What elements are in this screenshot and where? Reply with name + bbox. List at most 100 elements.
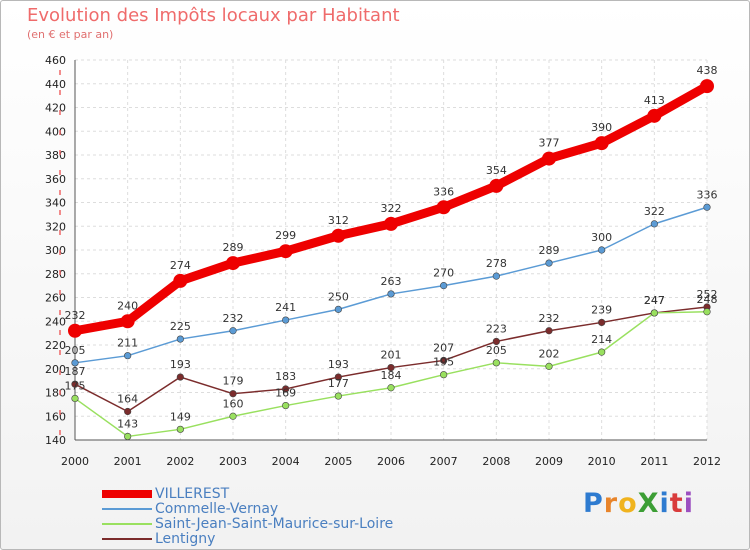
- data-point: [650, 220, 658, 228]
- data-label: 202: [539, 347, 560, 360]
- chart-title: Evolution des Impôts locaux par Habitant: [27, 5, 400, 26]
- data-point: [647, 108, 662, 123]
- data-label: 184: [381, 369, 402, 382]
- data-label: 270: [433, 267, 454, 280]
- data-label: 207: [433, 341, 454, 354]
- data-label: 312: [328, 214, 349, 227]
- data-point: [176, 373, 184, 381]
- data-label: 223: [486, 322, 507, 335]
- legend-item: Lentigny: [102, 531, 393, 547]
- data-point: [229, 412, 237, 420]
- legend-swatch: [102, 537, 152, 540]
- data-label: 248: [697, 293, 718, 306]
- data-point: [440, 282, 448, 290]
- data-point: [71, 394, 79, 403]
- data-point: [387, 384, 395, 392]
- proxiti-logo: ProXiti: [583, 488, 694, 519]
- data-label: 232: [539, 312, 560, 325]
- x-tick-label: 2000: [61, 455, 89, 468]
- data-point: [598, 246, 606, 254]
- data-label: 239: [591, 303, 612, 316]
- data-point: [124, 407, 132, 416]
- chart-legend: VILLEREST Commelle-Vernay Saint-Jean-Saint…: [102, 485, 394, 547]
- data-point: [700, 79, 714, 94]
- data-label: 187: [65, 365, 86, 378]
- y-tick-label: 420: [45, 102, 66, 115]
- data-point: [545, 327, 553, 335]
- y-tick-label: 280: [45, 268, 66, 281]
- data-label: 322: [644, 205, 665, 218]
- data-label: 177: [328, 377, 349, 390]
- data-label: 205: [65, 344, 86, 357]
- data-label: 390: [591, 121, 612, 134]
- legend-item: Saint-Jean-Saint-Maurice-sur-Loire: [102, 515, 394, 532]
- data-point: [173, 273, 188, 288]
- data-label: 225: [170, 320, 191, 333]
- data-point: [436, 200, 451, 215]
- data-point: [492, 337, 500, 346]
- data-label: 169: [275, 387, 296, 400]
- logo-letter: i: [683, 488, 694, 519]
- legend-item: Commelle-Vernay: [102, 500, 393, 517]
- data-point: [68, 323, 82, 338]
- data-label: 299: [275, 229, 296, 242]
- data-label: 247: [644, 294, 665, 307]
- y-tick-label: 200: [45, 363, 66, 376]
- data-point: [124, 432, 132, 441]
- data-point: [489, 178, 504, 193]
- data-label: 160: [223, 397, 244, 410]
- data-label: 322: [381, 202, 402, 215]
- data-point: [387, 363, 395, 372]
- data-point: [120, 314, 135, 329]
- legend-swatch: [102, 489, 152, 498]
- data-point: [598, 318, 606, 327]
- legend-label: VILLEREST: [155, 485, 230, 502]
- data-label: 149: [170, 410, 191, 423]
- y-tick-label: 240: [45, 315, 66, 328]
- data-point: [492, 359, 500, 367]
- x-tick-label: 2005: [324, 455, 352, 468]
- data-label: 201: [381, 349, 402, 362]
- data-point: [278, 244, 293, 259]
- data-point: [71, 380, 79, 388]
- x-tick-label: 2008: [482, 455, 510, 468]
- legend-swatch: [102, 522, 152, 525]
- legend-label: Commelle-Vernay: [155, 500, 279, 517]
- data-label: 232: [223, 312, 244, 325]
- data-label: 211: [117, 337, 138, 350]
- data-point: [331, 228, 346, 243]
- data-label: 164: [117, 393, 138, 406]
- data-label: 232: [65, 309, 86, 322]
- data-label: 195: [433, 356, 454, 369]
- data-point: [703, 308, 711, 316]
- data-label: 274: [170, 259, 191, 272]
- data-label: 179: [223, 375, 244, 388]
- y-tick-label: 260: [45, 292, 66, 305]
- logo-letter: o: [618, 488, 638, 519]
- logo-letter: t: [669, 488, 684, 519]
- data-label: 193: [328, 358, 349, 371]
- x-tick-label: 2007: [430, 455, 458, 468]
- x-tick-label: 2003: [219, 455, 247, 468]
- data-point: [594, 136, 609, 151]
- data-label: 252: [697, 288, 718, 301]
- x-tick-label: 2009: [535, 455, 563, 468]
- data-point: [71, 359, 79, 367]
- logo-letter: X: [637, 488, 660, 519]
- data-label: 438: [697, 64, 718, 77]
- data-point: [440, 371, 448, 379]
- data-label: 183: [275, 370, 296, 383]
- data-label: 175: [65, 379, 86, 392]
- data-point: [542, 151, 556, 166]
- data-label: 278: [486, 257, 507, 270]
- data-point: [282, 401, 290, 410]
- data-label: 143: [117, 417, 138, 430]
- legend-label: Saint-Jean-Saint-Maurice-sur-Loire: [155, 515, 394, 532]
- legend-swatch: [102, 507, 152, 510]
- data-label: 377: [539, 137, 560, 150]
- data-point: [124, 352, 132, 360]
- data-label: 205: [486, 344, 507, 357]
- y-tick-label: 380: [45, 149, 66, 162]
- chart-subtitle: (en € et par an): [27, 28, 114, 41]
- y-tick-label: 400: [45, 125, 66, 138]
